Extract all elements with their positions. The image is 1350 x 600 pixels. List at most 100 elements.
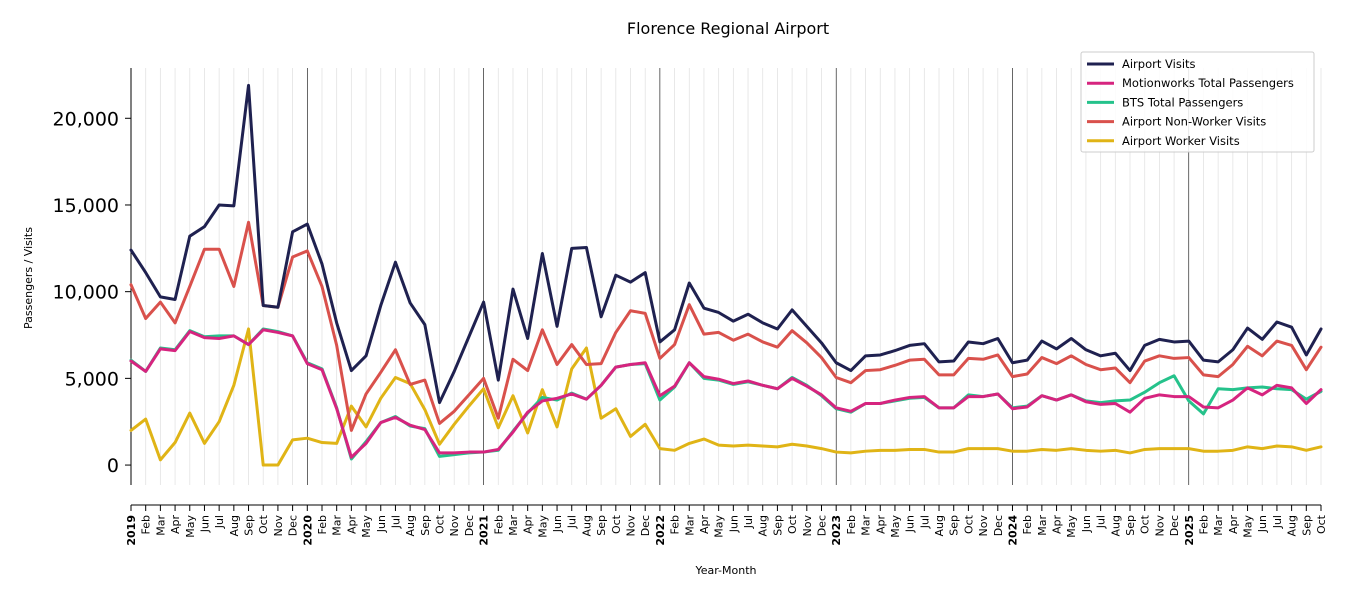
x-tick-label: Apr <box>345 515 358 535</box>
x-tick-label: Oct <box>1315 514 1328 534</box>
x-tick-label: Dec <box>463 515 476 536</box>
x-tick-label: 2023 <box>830 515 843 546</box>
series-line-airport-visits <box>129 83 1323 405</box>
x-tick-label: Jun <box>198 515 211 533</box>
legend-label: Airport Worker Visits <box>1122 134 1240 148</box>
x-tick-label: Oct <box>962 514 975 534</box>
series-line-airport-non-worker-visits <box>129 220 1323 432</box>
x-tick-label: Mar <box>1212 515 1225 536</box>
x-tick-label: May <box>536 515 549 538</box>
x-tick-label: Jun <box>1256 515 1269 533</box>
x-tick-label: 2021 <box>478 515 491 546</box>
x-tick-label: Sep <box>1124 515 1137 536</box>
x-tick-label: May <box>889 515 902 538</box>
legend-label: Airport Non-Worker Visits <box>1122 115 1266 129</box>
x-tick-label: Feb <box>1021 515 1034 534</box>
x-tick-label: Dec <box>287 515 300 536</box>
x-tick-label: May <box>1242 515 1255 538</box>
x-tick-label: Dec <box>815 515 828 536</box>
x-tick-label: Oct <box>257 514 270 534</box>
x-tick-label: Nov <box>625 515 638 537</box>
x-tick-label: Aug <box>933 515 946 536</box>
x-axis-title: Year-Month <box>694 564 756 577</box>
x-tick-label: May <box>360 515 373 538</box>
x-tick-label: Nov <box>448 515 461 537</box>
x-tick-label: Feb <box>140 515 153 534</box>
x-tick-label: Apr <box>1227 515 1240 535</box>
x-tick-label: Oct <box>610 514 623 534</box>
x-tick-label: Aug <box>404 515 417 536</box>
x-tick-label: Oct <box>434 514 447 534</box>
x-tick-label: May <box>1065 515 1078 538</box>
legend-label: Motionworks Total Passengers <box>1122 76 1294 90</box>
x-tick-label: Apr <box>522 515 535 535</box>
x-tick-label: Mar <box>1036 515 1049 536</box>
x-tick-label: Jun <box>727 515 740 533</box>
x-tick-label: Jul <box>1095 515 1108 529</box>
x-tick-label: Jul <box>1271 515 1284 529</box>
x-tick-label: Jun <box>904 515 917 533</box>
x-tick-label: 2022 <box>654 515 667 546</box>
y-tick-label: 10,000 <box>53 282 119 304</box>
legend: Airport Visits Motionworks Total Passenge… <box>1080 51 1315 153</box>
x-tick-label: 2020 <box>301 515 314 546</box>
x-tick-label: Sep <box>948 515 961 536</box>
x-tick-label: Nov <box>801 515 814 537</box>
x-tick-label: Aug <box>228 515 241 536</box>
x-tick-label: Jul <box>213 515 226 529</box>
x-tick-label: Feb <box>845 515 858 534</box>
x-tick-label: Feb <box>669 515 682 534</box>
x-tick-label: May <box>713 515 726 538</box>
x-tick-label: Jul <box>566 515 579 529</box>
x-tick-label: Mar <box>860 515 873 536</box>
x-tick-label: Apr <box>874 515 887 535</box>
x-tick-label: Feb <box>492 515 505 534</box>
y-tick-label: 5,000 <box>65 368 119 390</box>
x-tick-label: Jun <box>375 515 388 533</box>
series-line-motionworks-total-passengers <box>129 328 1323 459</box>
x-tick-label: Oct <box>1139 514 1152 534</box>
x-tick-label: Dec <box>992 515 1005 536</box>
x-tick-label: Aug <box>580 515 593 536</box>
x-tick-label: Jul <box>742 515 755 529</box>
legend-label: Airport Visits <box>1122 57 1196 71</box>
y-tick-label: 0 <box>107 455 119 477</box>
x-tick-label: Sep <box>419 515 432 536</box>
x-tick-label: Mar <box>154 515 167 536</box>
x-tick-label: Feb <box>316 515 329 534</box>
series-line-airport-worker-visits <box>129 327 1323 467</box>
x-tick-label: Mar <box>331 515 344 536</box>
x-tick-label: Sep <box>243 515 256 536</box>
x-tick-label: Sep <box>595 515 608 536</box>
x-tick-label: Dec <box>1168 515 1181 536</box>
x-tick-label: Nov <box>1153 515 1166 537</box>
y-tick-label: 20,000 <box>53 108 119 130</box>
x-tick-label: Mar <box>683 515 696 536</box>
x-tick-label: Apr <box>698 515 711 535</box>
x-tick-label: Mar <box>507 515 520 536</box>
legend-box <box>1080 51 1315 153</box>
x-tick-label: 2025 <box>1183 515 1196 546</box>
x-tick-label: May <box>184 515 197 538</box>
x-tick-label: Nov <box>272 515 285 537</box>
axis-labels: Florence Regional Airport Year-Month Pas… <box>22 19 829 577</box>
x-tick-label: Apr <box>1051 515 1064 535</box>
y-tick-label: 15,000 <box>53 195 119 217</box>
x-tick-label: Aug <box>1286 515 1299 536</box>
x-tick-label: Aug <box>757 515 770 536</box>
x-tick-label: Aug <box>1109 515 1122 536</box>
x-tick-label: Jun <box>1080 515 1093 533</box>
series-lines <box>129 83 1323 467</box>
x-tick-label: Dec <box>639 515 652 536</box>
x-tick-label: Feb <box>1197 515 1210 534</box>
x-tick-label: Oct <box>786 514 799 534</box>
chart-title: Florence Regional Airport <box>627 19 829 38</box>
x-tick-label: Jul <box>918 515 931 529</box>
x-tick-label: 2019 <box>125 515 138 546</box>
y-axis-title: Passengers / Visits <box>22 227 35 329</box>
legend-label: BTS Total Passengers <box>1122 95 1243 109</box>
x-tick-label: Apr <box>169 515 182 535</box>
